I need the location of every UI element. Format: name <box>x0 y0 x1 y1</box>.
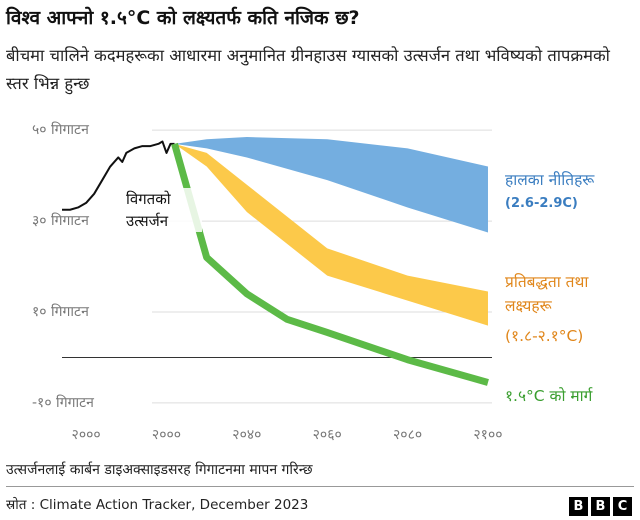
footnote: उत्सर्जनलाई कार्बन डाइअक्साइडसरह गिगाटनम… <box>6 462 313 478</box>
y-tick-label: ५० गिगाटन <box>32 121 89 138</box>
history-label: विगतको उत्सर्जन <box>126 188 202 232</box>
subtitle: बीचमा चालिने कदमहरूका आधारमा अनुमानित ग्… <box>6 46 610 93</box>
legend-label: प्रतिबद्धता तथा लक्ष्यहरू <box>505 273 589 315</box>
y-tick-label: ३० गिगाटन <box>32 212 89 229</box>
x-tick-label: २०६० <box>313 427 342 443</box>
title: विश्व आफ्नो १.५°C को लक्ष्यतर्फ कति नजिक… <box>6 7 360 29</box>
x-tick-label: २१०० <box>473 427 502 443</box>
divider <box>6 486 634 487</box>
source: स्रोत : Climate Action Tracker, December… <box>6 497 309 513</box>
range-band <box>174 143 488 326</box>
series-line <box>171 142 489 386</box>
y-tick-label: -१० गिगाटन <box>32 394 94 411</box>
x-tick-label: २००० <box>152 427 181 443</box>
legend-label: १.५°C को मार्ग <box>505 387 593 405</box>
y-tick-label: १० गिगाटन <box>32 303 89 320</box>
legend-note: (१.८-२.१°C) <box>505 327 584 345</box>
legend-note: (2.6-2.9C) <box>505 196 578 211</box>
series-line <box>62 140 175 211</box>
x-tick-label: २०८० <box>393 427 422 443</box>
x-tick-label: २००० <box>72 427 101 443</box>
x-tick-label: २०४० <box>232 427 261 443</box>
range-band <box>174 137 488 233</box>
legend-label: हालका नीतिहरू <box>505 171 595 189</box>
